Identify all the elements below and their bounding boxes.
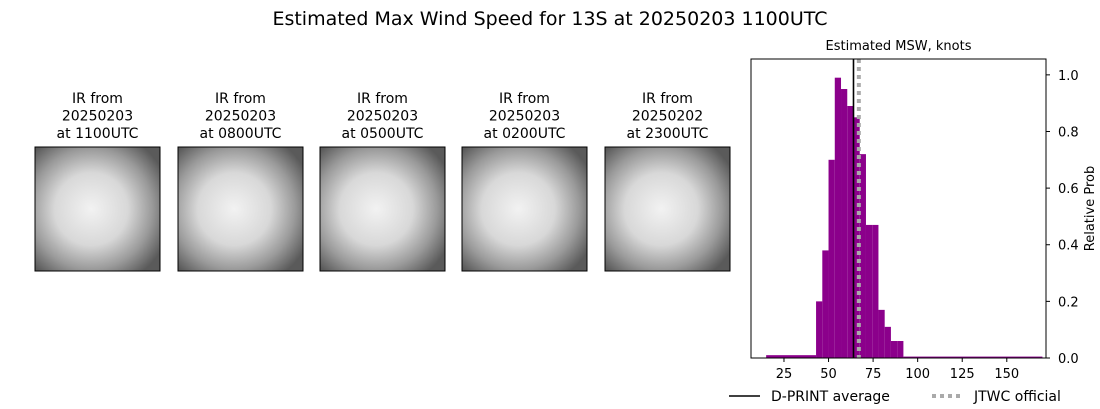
satellite-image <box>604 146 731 272</box>
bar <box>872 224 879 358</box>
x-tick-label: 25 <box>776 367 793 382</box>
x-tick-label: 50 <box>820 367 837 382</box>
panel-label: IR from <box>72 91 123 107</box>
y-tick-label: 0.2 <box>1058 295 1079 310</box>
x-tick-label: 125 <box>950 367 975 382</box>
panel-label: IR from <box>499 91 550 107</box>
y-tick-label: 0.0 <box>1058 352 1079 367</box>
panel-label: at 0800UTC <box>200 126 282 142</box>
satellite-image <box>177 146 304 272</box>
y-tick-label: 1.0 <box>1058 69 1079 84</box>
panel-label: IR from <box>642 91 693 107</box>
bar <box>853 117 860 358</box>
x-tick-label: 100 <box>905 367 930 382</box>
bar <box>822 250 829 358</box>
panel-label: 20250202 <box>632 109 703 125</box>
panel-label: IR from <box>357 91 408 107</box>
y-tick-label: 0.6 <box>1058 182 1079 197</box>
panel-label: IR from <box>215 91 266 107</box>
plot-frame <box>750 58 1047 359</box>
panel-label: 20250203 <box>205 109 276 125</box>
panel-label: at 0500UTC <box>342 126 424 142</box>
bar <box>897 341 904 358</box>
legend-label: D-PRINT average <box>771 389 890 405</box>
x-tick-label: 75 <box>865 367 882 382</box>
bar <box>766 355 817 358</box>
panel-label: at 0200UTC <box>484 126 566 142</box>
bar <box>865 224 873 358</box>
bar <box>834 77 842 358</box>
panel-label: 20250203 <box>489 109 560 125</box>
bar <box>828 159 835 358</box>
figure-title: Estimated Max Wind Speed for 13S at 2025… <box>272 8 827 30</box>
legend-label: JTWC official <box>973 389 1061 405</box>
satellite-image <box>319 146 446 272</box>
bar <box>903 356 1043 358</box>
x-tick-label: 150 <box>994 367 1019 382</box>
y-tick-label: 0.8 <box>1058 125 1079 140</box>
y-axis-label: Relative Prob <box>1083 166 1098 251</box>
bar <box>859 154 866 358</box>
panel-label: 20250203 <box>62 109 133 125</box>
chart-title: Estimated MSW, knots <box>826 39 972 54</box>
satellite-image <box>461 146 588 272</box>
y-tick-label: 0.4 <box>1058 239 1079 254</box>
bar <box>878 309 885 358</box>
bar <box>847 106 854 358</box>
panel-label: at 1100UTC <box>57 126 139 142</box>
bar <box>884 326 891 358</box>
panel-label: 20250203 <box>347 109 418 125</box>
bar <box>841 89 848 359</box>
satellite-image <box>34 146 161 272</box>
panel-label: at 2300UTC <box>627 126 709 142</box>
bar <box>890 341 898 358</box>
bar <box>816 301 823 358</box>
